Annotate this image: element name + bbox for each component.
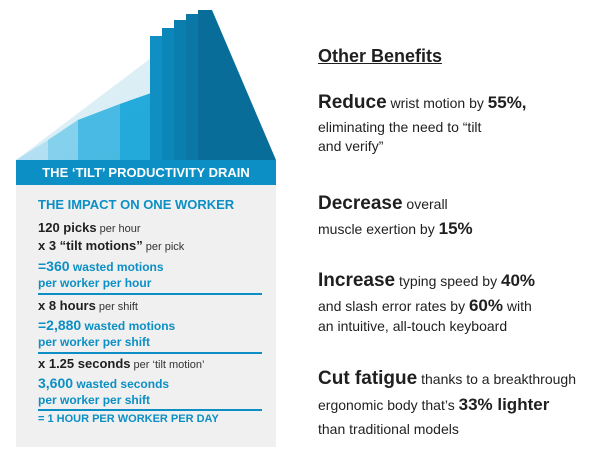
benefit-text: thanks to a breakthrough — [417, 371, 576, 387]
benefit-line: ergonomic body that’s 33% lighter — [318, 395, 549, 415]
impact-heading: THE IMPACT ON ONE WORKER — [38, 197, 235, 212]
calc-result-line: =360 wasted motions — [38, 258, 164, 274]
benefit-text: and verify” — [318, 138, 384, 154]
calc-unit: per shift — [95, 301, 138, 313]
divider — [38, 352, 262, 354]
benefit-text: overall — [402, 196, 448, 212]
benefit-percent: 33% lighter — [458, 395, 550, 414]
divider — [38, 293, 262, 295]
calc-value: x 3 “tilt motions” — [38, 238, 143, 253]
benefit-percent: 15% — [438, 219, 473, 238]
calc-unit: per pick — [142, 241, 185, 253]
calc-result-line: 3,600 wasted seconds — [38, 375, 169, 391]
benefit-keyword: Cut fatigue — [318, 368, 418, 389]
benefit-percent: 40% — [500, 271, 536, 290]
benefit-keyword: Increase — [318, 270, 396, 291]
calc-result-unit: per worker per shift — [38, 393, 151, 407]
benefit-cut-fatigue: Cut fatigue thanks to a breakthrough — [318, 368, 576, 390]
calc-result-unit: wasted motions — [81, 319, 176, 333]
calc-unit: per ‘tilt motion’ — [130, 359, 205, 371]
benefit-text: typing speed by — [395, 273, 501, 289]
calc-value: x 1.25 seconds — [38, 356, 131, 371]
calc-line: x 1.25 seconds per ‘tilt motion’ — [38, 356, 204, 371]
benefit-line: and slash error rates by 60% with — [318, 296, 532, 316]
calc-line: 120 picks per hour — [38, 220, 141, 235]
benefit-line: muscle exertion by 15% — [318, 219, 473, 239]
banner-title: THE ‘TILT’ PRODUCTIVITY DRAIN — [42, 165, 250, 180]
calc-value: x 8 hours — [38, 298, 96, 313]
other-benefits-title: Other Benefits — [318, 46, 443, 66]
benefit-keyword: Decrease — [318, 193, 403, 214]
divider — [38, 409, 262, 411]
calc-result-unit: per worker per shift — [38, 335, 151, 349]
calc-result-line: per worker per hour — [38, 275, 151, 290]
benefit-percent: 60% — [468, 296, 503, 315]
benefit-text: than traditional models — [318, 421, 459, 437]
calc-result-line: per worker per shift — [38, 392, 150, 407]
calc-result-unit: wasted motions — [69, 260, 164, 274]
benefit-text: wrist motion by — [386, 95, 488, 111]
calc-line: x 8 hours per shift — [38, 298, 138, 313]
calc-result-value: =360 — [38, 258, 70, 274]
benefit-decrease: Decrease overall — [318, 193, 448, 215]
benefit-increase: Increase typing speed by 40% — [318, 270, 535, 292]
calc-result-line: per worker per shift — [38, 334, 150, 349]
calc-value: 120 picks — [38, 220, 97, 235]
benefit-text: and slash error rates by — [318, 298, 469, 314]
benefit-text: eliminating the need to “tilt — [318, 119, 482, 135]
calc-result-unit: per worker per hour — [38, 276, 152, 290]
calc-result-value: =2,880 — [38, 317, 82, 333]
benefit-keyword: Reduce — [318, 92, 387, 113]
panel-background — [16, 185, 276, 447]
calc-unit: per hour — [96, 223, 141, 235]
calc-result-unit: wasted seconds — [73, 377, 170, 391]
calc-result-line: =2,880 wasted motions — [38, 317, 175, 333]
benefit-reduce: Reduce wrist motion by 55%, — [318, 92, 527, 114]
benefit-percent: 55%, — [487, 93, 527, 112]
benefit-text: with — [503, 298, 532, 314]
benefit-text: an intuitive, all-touch keyboard — [318, 318, 508, 334]
calc-line: x 3 “tilt motions” per pick — [38, 238, 184, 253]
calc-result-value: 3,600 — [38, 375, 74, 391]
final-result: = 1 HOUR PER WORKER PER DAY — [38, 413, 219, 425]
benefit-text: muscle exertion by — [318, 221, 439, 237]
benefit-text: ergonomic body that’s — [318, 397, 459, 413]
banner-background — [16, 160, 276, 185]
roof-steps — [16, 10, 276, 160]
